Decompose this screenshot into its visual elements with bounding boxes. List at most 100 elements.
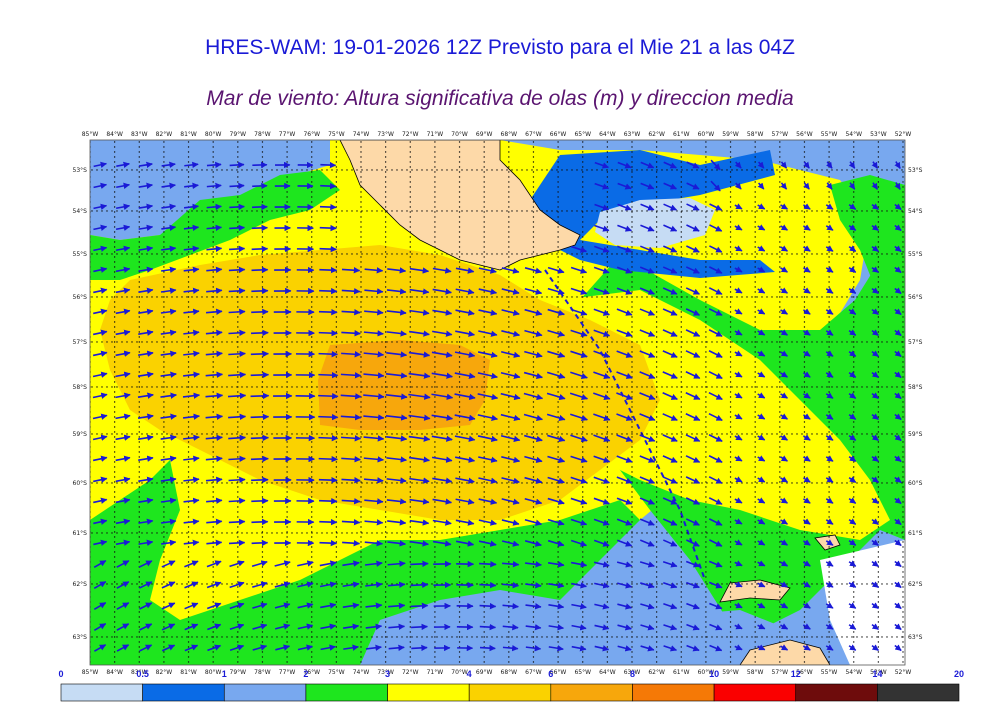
grid-dot: [680, 141, 682, 143]
grid-dot: [434, 491, 436, 493]
grid-dot: [631, 253, 633, 255]
grid-dot: [606, 316, 609, 318]
grid-dot: [671, 296, 673, 298]
grid-dot: [902, 476, 904, 478]
grid-dot: [705, 171, 707, 173]
grid-dot: [741, 169, 743, 171]
grid-dot: [828, 361, 830, 363]
grid-dot: [434, 171, 436, 173]
grid-dot: [729, 151, 732, 153]
grid-dot: [853, 611, 855, 613]
grid-dot: [237, 271, 239, 273]
grid-dot: [655, 436, 658, 438]
grid-dot: [261, 276, 264, 278]
grid-dot: [136, 341, 138, 343]
grid-dot: [266, 169, 268, 171]
grid-dot: [706, 386, 708, 388]
grid-dot: [806, 210, 808, 212]
grid-dot: [483, 431, 485, 433]
grid-dot: [336, 386, 338, 388]
grid-dot: [754, 186, 756, 188]
grid-dot: [557, 656, 559, 658]
grid-dot: [286, 356, 288, 358]
grid-dot: [508, 551, 510, 553]
grid-dot: [434, 596, 436, 598]
grid-dot: [532, 336, 535, 338]
grid-dot: [576, 482, 578, 484]
grid-dot: [501, 482, 503, 484]
grid-dot: [655, 261, 658, 263]
grid-dot: [311, 253, 313, 255]
grid-dot: [101, 296, 103, 298]
grid-dot: [212, 581, 214, 583]
grid-dot: [557, 151, 559, 153]
grid-dot: [754, 166, 756, 168]
grid-dot: [716, 341, 718, 343]
grid-dot: [636, 341, 638, 343]
grid-dot: [360, 356, 362, 358]
grid-dot: [877, 436, 880, 438]
grid-dot: [655, 446, 658, 448]
grid-dot: [655, 411, 658, 413]
grid-dot: [335, 446, 338, 448]
grid-dot: [384, 606, 387, 608]
grid-dot: [506, 482, 508, 484]
grid-dot: [106, 169, 108, 171]
grid-dot: [286, 433, 288, 435]
grid-dot: [661, 169, 663, 171]
grid-dot: [451, 253, 453, 255]
grid-dot: [360, 556, 362, 558]
grid-dot: [557, 351, 559, 353]
grid-dot: [311, 406, 313, 408]
grid-dot: [187, 506, 190, 508]
grid-dot: [557, 446, 559, 448]
grid-dot: [896, 341, 898, 343]
grid-dot: [631, 486, 633, 488]
grid-dot: [680, 211, 682, 213]
grid-dot: [853, 391, 855, 393]
grid-dot: [754, 346, 756, 348]
grid-dot: [828, 581, 830, 583]
grid-dot: [754, 446, 756, 448]
grid-dot: [511, 532, 513, 534]
grid-dot: [736, 210, 738, 212]
grid-dot: [806, 482, 808, 484]
grid-dot: [508, 651, 510, 653]
grid-dot: [877, 591, 880, 593]
grid-dot: [853, 446, 855, 448]
grid-dot: [96, 253, 98, 255]
grid-dot: [416, 341, 418, 343]
grid-dot: [311, 401, 313, 403]
grid-dot: [311, 421, 313, 423]
grid-dot: [791, 341, 793, 343]
grid-dot: [705, 581, 707, 583]
grid-dot: [409, 376, 411, 378]
grid-dot: [501, 532, 503, 534]
grid-dot: [729, 366, 732, 368]
grid-dot: [481, 341, 483, 343]
grid-dot: [902, 506, 904, 508]
grid-dot: [557, 266, 559, 268]
grid-dot: [655, 426, 658, 428]
grid-dot: [877, 206, 880, 208]
grid-dot: [226, 253, 228, 255]
grid-dot: [141, 341, 143, 343]
grid-dot: [471, 532, 473, 534]
grid-dot: [141, 253, 143, 255]
grid-dot: [171, 433, 173, 435]
grid-dot: [335, 546, 338, 548]
grid-dot: [138, 356, 140, 358]
grid-dot: [591, 532, 593, 534]
grid-dot: [113, 431, 116, 433]
grid-dot: [861, 296, 863, 298]
grid-dot: [121, 210, 123, 212]
grid-dot: [461, 210, 463, 212]
grid-dot: [729, 281, 732, 283]
grid-dot: [754, 331, 756, 333]
grid-dot: [335, 531, 338, 533]
grid-dot: [803, 316, 806, 318]
grid-dot: [877, 426, 880, 428]
grid-dot: [335, 306, 338, 308]
grid-dot: [237, 566, 239, 568]
grid-dot: [212, 536, 214, 538]
